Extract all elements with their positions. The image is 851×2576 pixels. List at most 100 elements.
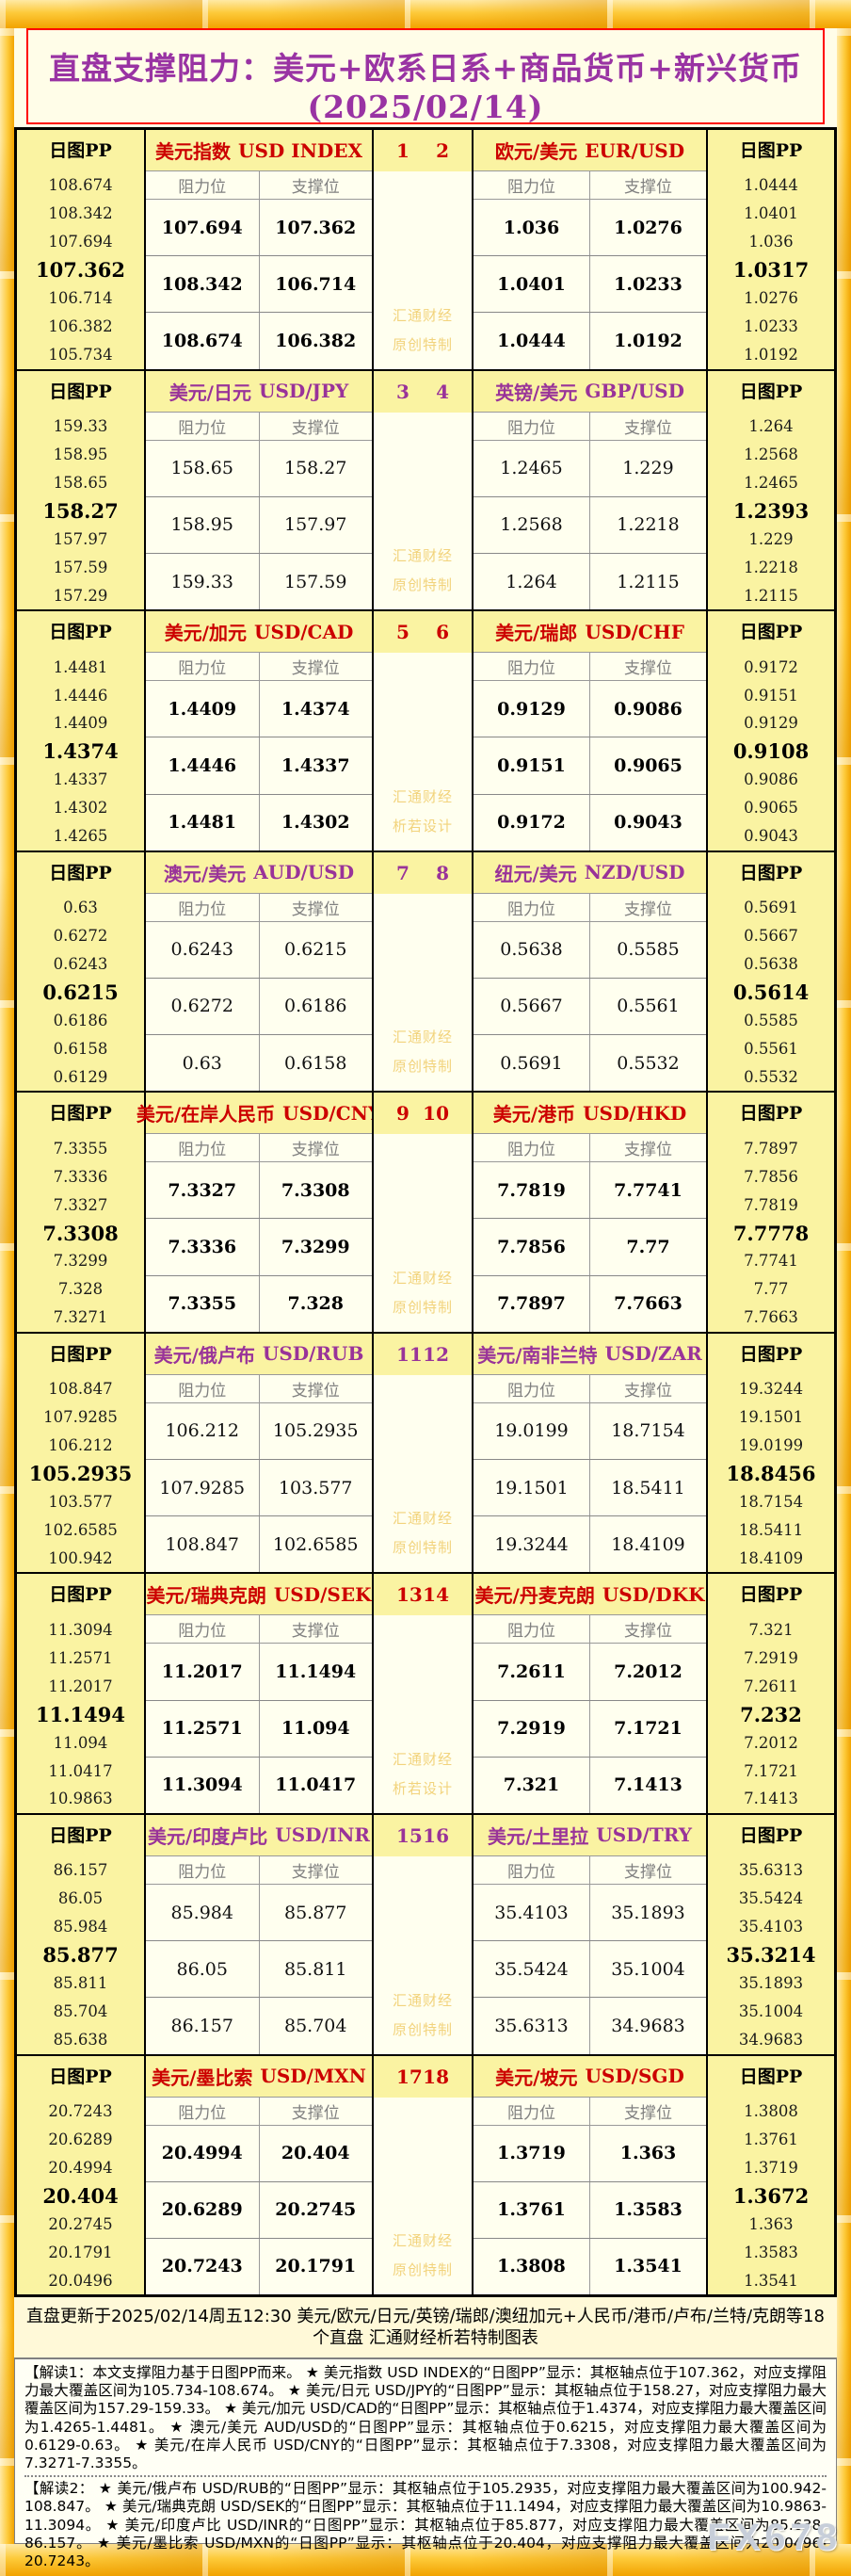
rs-value-row: 35.5424 35.1004 xyxy=(474,1941,706,1999)
pp-column-left: 日图PP 7.3355 7.3336 7.3327 7.3308 7.3299 … xyxy=(17,1093,146,1332)
resistance-value: 158.65 xyxy=(146,440,260,496)
resistance-value: 158.95 xyxy=(146,496,260,553)
pair-name-en: NZD/USD xyxy=(584,861,685,884)
resistance-label: 阻力位 xyxy=(146,171,260,199)
support-value: 18.7154 xyxy=(611,1420,685,1442)
pp-value: 102.6585 xyxy=(43,1520,118,1539)
pair-name-en: USD/INR xyxy=(275,1823,371,1847)
rs-value-row: 7.7819 7.7741 xyxy=(474,1162,706,1220)
pp-header: 日图PP xyxy=(739,140,803,161)
resistance-value: 7.3355 xyxy=(146,1275,260,1332)
pair-name-cn: 美元/坡元 xyxy=(495,2066,578,2089)
pp-value: 106.212 xyxy=(48,1436,113,1455)
pp-column-right: 日图PP 0.9172 0.9151 0.9129 0.9108 0.9086 … xyxy=(706,611,834,851)
pp-value: 20.1791 xyxy=(48,2243,113,2261)
support-label: 支撑位 xyxy=(624,2103,672,2123)
rs-value-row: 107.694 107.362 xyxy=(146,200,372,257)
pp-value: 35.1004 xyxy=(738,2002,804,2021)
support-value: 0.6186 xyxy=(284,996,347,1017)
rs-value-row: 108.342 106.714 xyxy=(146,256,372,314)
rs-value-row: 1.0401 1.0233 xyxy=(474,256,706,314)
pair-name-en: USD/CHF xyxy=(585,620,684,643)
resistance-value: 19.1501 xyxy=(474,1460,590,1516)
support-label: 支撑位 xyxy=(291,1622,340,1642)
pair-name-cn: 英镑/美元 xyxy=(495,381,578,404)
pp-value: 7.3327 xyxy=(53,1195,108,1214)
pair-title: 美元/在岸人民币 USD/CNY xyxy=(136,1093,381,1135)
pp-header: 日图PP xyxy=(739,381,803,402)
pair-name-cn: 美元/加元 xyxy=(164,622,247,645)
pp-value: 18.5411 xyxy=(738,1520,804,1539)
pair-index-left: 17 xyxy=(396,2065,423,2088)
pp-value: 7.2012 xyxy=(744,1733,798,1752)
rs-header-row: 阻力位 支撑位 xyxy=(474,1374,706,1403)
pair-name-en: GBP/USD xyxy=(585,380,684,403)
resistance-label: 阻力位 xyxy=(474,171,590,199)
pair-index-right: 4 xyxy=(436,380,449,403)
pair-title: 美元/瑞典克朗 USD/SEK xyxy=(146,1574,372,1616)
pair-name-cn: 美元/土里拉 xyxy=(487,1824,589,1848)
watermark-area: 汇通财经 原创特制 xyxy=(374,1134,472,1332)
support-value: 106.382 xyxy=(275,330,357,351)
pp-value: 103.577 xyxy=(48,1493,113,1512)
pp-value: 1.4409 xyxy=(53,714,108,733)
notes-box: 【解读1：本文支撑阻力基于日图PP而来。 ★ 美元指数 USD INDEX的“日… xyxy=(14,2358,837,2569)
pair-name-cn: 美元/墨比索 xyxy=(152,2066,253,2089)
pp-column-left: 日图PP 0.63 0.6272 0.6243 0.6215 0.6186 0.… xyxy=(17,851,146,1092)
pp-header: 日图PP xyxy=(49,862,112,883)
pp-value: 1.0276 xyxy=(744,289,798,308)
pair-name-cn: 美元/印度卢比 xyxy=(147,1824,268,1848)
support-value: 1.4374 xyxy=(281,698,350,720)
pp-value: 7.7741 xyxy=(744,1252,798,1271)
pair-title: 美元/港币 USD/HKD xyxy=(474,1093,706,1135)
watermark-area: 汇通财经 析若设计 xyxy=(374,653,472,851)
pp-value: 86.05 xyxy=(57,1889,104,1908)
pp-value: 34.9683 xyxy=(738,2031,804,2049)
support-label: 支撑位 xyxy=(624,899,672,919)
support-label: 支撑位 xyxy=(624,1381,672,1401)
pair-index-left: 15 xyxy=(396,1823,423,1847)
pp-column-right: 日图PP 1.3808 1.3761 1.3719 1.3672 1.363 1… xyxy=(706,2055,834,2295)
pp-value: 0.6186 xyxy=(53,1011,108,1029)
pair-panel-left: 美元/印度卢比 USD/INR 阻力位 支撑位 85.984 85.877 86… xyxy=(146,1814,372,2054)
pair-panel-right: 美元/土里拉 USD/TRY 阻力位 支撑位 35.4103 35.1893 3… xyxy=(474,1814,706,2054)
pair-index-right: 16 xyxy=(423,1823,449,1847)
pp-pivot-value: 7.3308 xyxy=(42,1221,119,1245)
pair-name-cn: 欧元/美元 xyxy=(494,140,578,163)
pair-title: 纽元/美元 NZD/USD xyxy=(474,851,706,894)
resistance-label: 阻力位 xyxy=(146,893,260,921)
pair-name-cn: 美元指数 xyxy=(155,140,232,163)
pp-column-left: 日图PP 20.7243 20.6289 20.4994 20.404 20.2… xyxy=(17,2055,146,2295)
resistance-value: 7.7897 xyxy=(474,1275,590,1332)
resistance-value: 11.3094 xyxy=(146,1757,260,1813)
support-value: 1.4337 xyxy=(281,754,350,776)
pair-panel-right: 美元/丹麦克朗 USD/DKK 阻力位 支撑位 7.2611 7.2012 7.… xyxy=(474,1574,706,1813)
update-strip: 直盘更新于2025/02/14周五12:30 美元/欧元/日元/英镑/瑞郎/澳纽… xyxy=(14,2297,837,2358)
pp-pivot-value: 0.9108 xyxy=(732,739,810,764)
rs-header-row: 阻力位 支撑位 xyxy=(146,1374,372,1403)
pp-value: 1.264 xyxy=(748,417,794,436)
resistance-label: 阻力位 xyxy=(146,1374,260,1402)
resistance-value: 1.4446 xyxy=(146,737,260,794)
rs-header-row: 阻力位 支撑位 xyxy=(474,653,706,682)
pp-value: 1.4481 xyxy=(53,657,108,676)
resistance-value: 0.6243 xyxy=(146,921,260,978)
resistance-value: 0.5638 xyxy=(474,921,590,978)
support-label: 支撑位 xyxy=(291,1381,340,1401)
pp-pivot-value: 0.6215 xyxy=(42,980,119,1004)
support-value: 106.714 xyxy=(275,273,357,295)
pp-value: 106.714 xyxy=(48,289,113,308)
pp-value: 0.6129 xyxy=(53,1067,108,1086)
note-interpretation-2: 【解读2： ★ 美元/俄卢布 USD/RUB的“日图PP”显示：其枢轴点位于10… xyxy=(24,2480,827,2570)
pair-index-right: 18 xyxy=(423,2065,449,2088)
support-value: 1.0276 xyxy=(614,217,682,238)
pp-value: 108.674 xyxy=(48,176,113,195)
rs-value-row: 0.63 0.6158 xyxy=(146,1035,372,1092)
resistance-label: 阻力位 xyxy=(474,1374,590,1402)
pp-header: 日图PP xyxy=(739,1824,803,1846)
pp-value: 7.3355 xyxy=(53,1139,108,1158)
rs-value-row: 108.674 106.382 xyxy=(146,313,372,369)
index-header: 15 16 xyxy=(374,1814,472,1856)
title-box: 直盘支撑阻力：美元+欧系日系+商品货币+新兴货币(2025/02/14) 更新于… xyxy=(26,28,825,169)
resistance-label: 阻力位 xyxy=(146,1134,260,1162)
